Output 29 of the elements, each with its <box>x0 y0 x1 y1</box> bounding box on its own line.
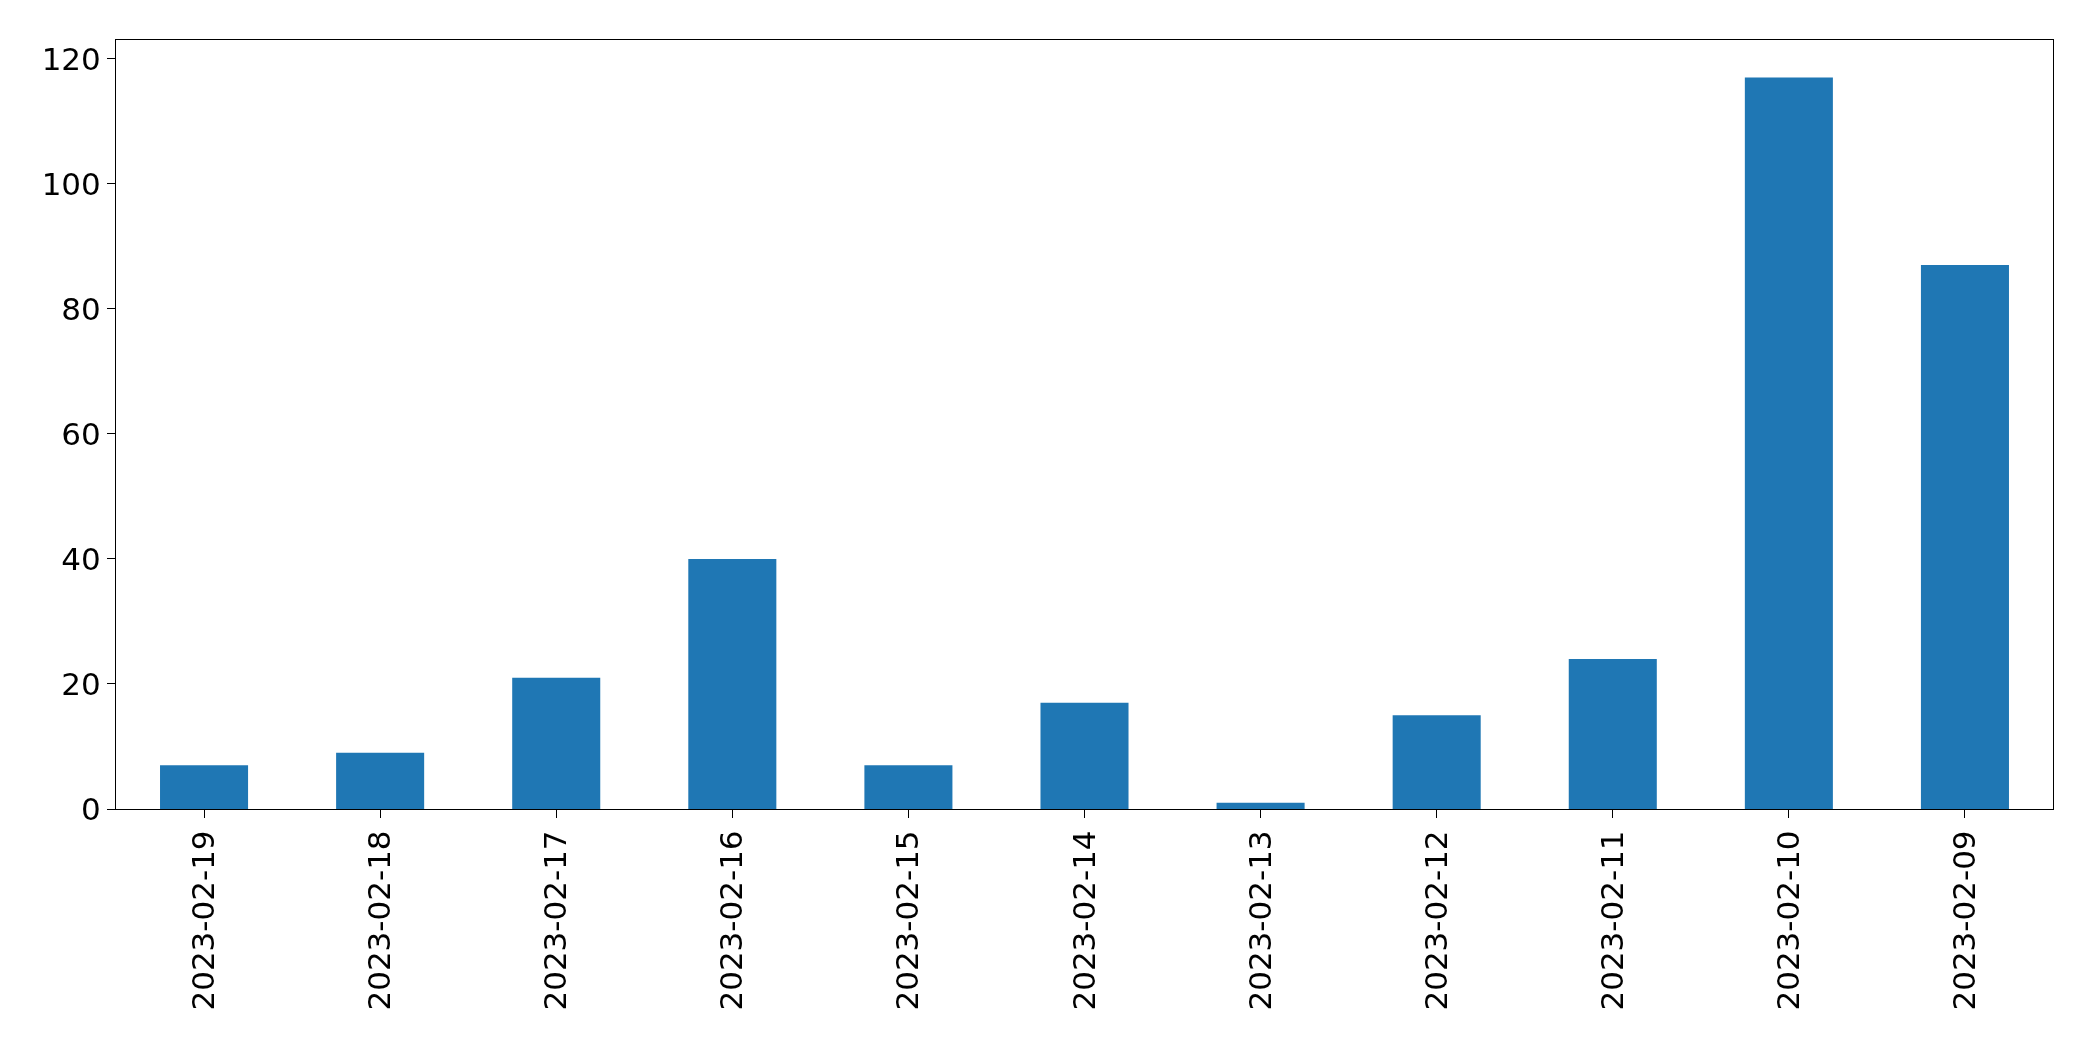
x-tick-label: 2023-02-17 <box>537 830 574 1011</box>
bar <box>688 558 777 809</box>
x-tick-label: 2023-02-18 <box>361 830 398 1011</box>
y-tick-label: 120 <box>41 40 101 77</box>
x-tick-label: 2023-02-19 <box>185 830 222 1011</box>
x-tick-label: 2023-02-09 <box>1946 830 1983 1011</box>
bar <box>1568 658 1657 809</box>
y-tick-label: 0 <box>81 790 101 827</box>
x-tick-label: 2023-02-11 <box>1593 830 1630 1011</box>
x-tick-label: 2023-02-13 <box>1241 830 1278 1011</box>
y-tick-label: 20 <box>61 665 101 702</box>
x-tick-label: 2023-02-12 <box>1417 830 1454 1011</box>
y-tick-label: 80 <box>61 290 101 327</box>
bar <box>1216 802 1305 809</box>
x-tick-label: 2023-02-14 <box>1065 830 1102 1011</box>
x-tick-label: 2023-02-10 <box>1769 830 1806 1011</box>
bar <box>1920 265 2009 809</box>
bar <box>1744 77 1833 809</box>
y-tick-label: 100 <box>41 165 101 202</box>
bar <box>864 765 953 809</box>
bar <box>336 752 425 809</box>
x-tick-label: 2023-02-15 <box>889 830 926 1011</box>
bar <box>1392 715 1481 809</box>
x-tick-label: 2023-02-16 <box>713 830 750 1011</box>
bar <box>160 765 249 809</box>
y-tick-label: 60 <box>61 415 101 452</box>
bar <box>512 677 601 809</box>
bar <box>1040 702 1129 809</box>
y-tick-label: 40 <box>61 540 101 577</box>
